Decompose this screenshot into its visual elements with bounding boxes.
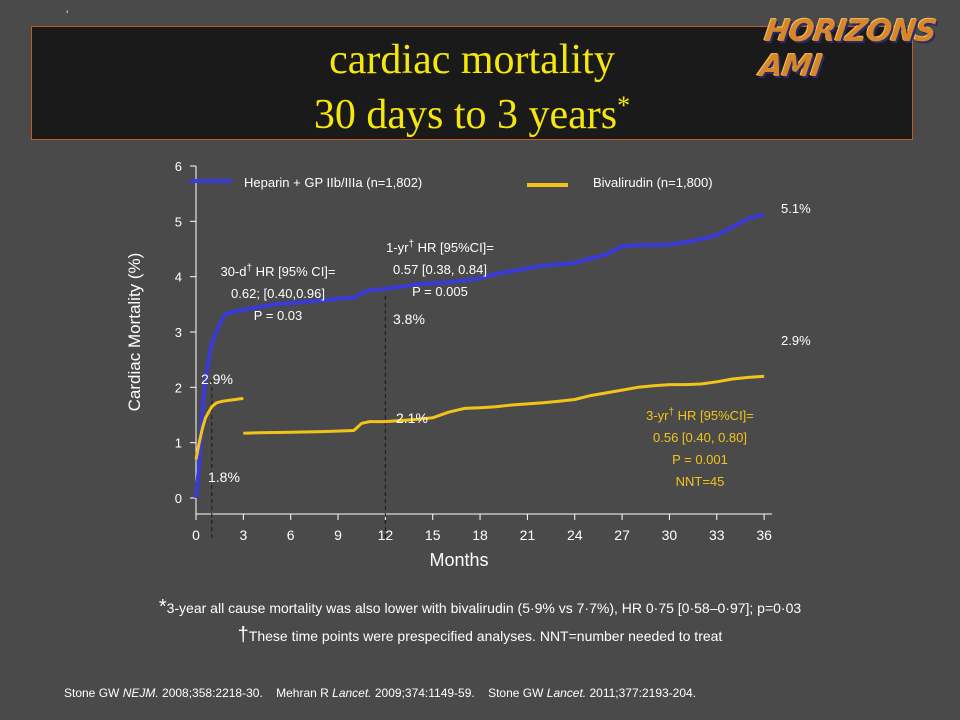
y-tick-label: 6 <box>175 159 182 174</box>
annotation-30d-hr-line-2: 0.62; [0.40,0.96] <box>231 286 325 301</box>
value-label-3-8: 3.8% <box>393 311 425 327</box>
annotation-1yr-hr-line-3: P = 0.005 <box>412 284 468 299</box>
chart-series <box>194 212 765 499</box>
reference-3: Stone GW Lancet. 2011;377:2193-204. <box>488 686 697 700</box>
end-label-heparin: 5.1% <box>781 201 811 216</box>
heparin-series-line <box>194 212 765 499</box>
x-tick-label: 6 <box>287 527 295 543</box>
y-tick-label: 1 <box>175 436 182 451</box>
y-axis-label: Cardiac Mortality (%) <box>125 253 144 412</box>
footnote-1-text: 3-year all cause mortality was also lowe… <box>166 600 802 616</box>
annotation-1yr-hr-dagger: † <box>408 239 414 250</box>
x-tick-label: 27 <box>614 527 630 543</box>
y-tick-label: 0 <box>175 491 182 506</box>
x-tick-label: 18 <box>472 527 488 543</box>
annotation-30d-hr-line-3: P = 0.03 <box>254 308 303 323</box>
title-line-2: 30 days to 3 years* <box>32 91 912 138</box>
annotation-30d-hr: 30-d† HR [95% CI]= 0.62; [0.40,0.96] P = 0… <box>220 263 335 323</box>
legend-label-heparin: Heparin + GP IIb/IIIa (n=1,802) <box>244 175 422 190</box>
annotation-1yr-hr: 1-yr† HR [95%CI]= 0.57 [0.38, 0.84] P = 0.… <box>386 239 494 299</box>
reference-1: Stone GW NEJM. 2008;358:2218-30. <box>64 686 263 700</box>
x-tick-label: 36 <box>756 527 772 543</box>
footnote-2-mark: † <box>237 624 249 646</box>
x-tick-label: 0 <box>192 527 200 543</box>
annotation-3yr-hr-line-1: 3-yr† HR [95%CI]= <box>646 407 754 423</box>
annotation-30d-hr-line-1: 30-d† HR [95% CI]= <box>220 263 335 279</box>
annotation-1yr-hr-line-2: 0.57 [0.38, 0.84] <box>393 262 487 277</box>
y-tick-label: 3 <box>175 325 182 340</box>
footnote-2-text: These time points were prespecified anal… <box>248 628 723 644</box>
value-label-2-1: 2.1% <box>396 410 428 426</box>
footnote-1-mark: * <box>158 596 167 618</box>
annotation-3yr-hr-prefix: 3-yr <box>646 408 669 423</box>
legend-label-bivalirudin: Bivalirudin (n=1,800) <box>593 175 713 190</box>
title-asterisk: * <box>617 91 631 120</box>
x-axis-label: Months <box>429 550 488 570</box>
chart-labels: Heparin + GP IIb/IIIa (n=1,802) Bivalirud… <box>190 175 811 489</box>
x-tick-label: 3 <box>239 527 247 543</box>
x-tick-label: 15 <box>425 527 441 543</box>
annotation-3yr-hr-line-3: P = 0.001 <box>672 452 728 467</box>
reference-2: Mehran R Lancet. 2009;374:1149-59. <box>276 686 475 700</box>
annotation-1yr-hr-hr: HR [95%CI]= <box>414 240 494 255</box>
annotation-3yr-hr-line-4: NNT=45 <box>676 474 725 489</box>
y-tick-label: 2 <box>175 380 182 395</box>
value-label-2-9: 2.9% <box>201 371 233 387</box>
annotation-3yr-hr-dagger: † <box>668 407 674 418</box>
end-label-bivalirudin: 2.9% <box>781 333 811 348</box>
annotation-30d-hr-hr: HR [95% CI]= <box>252 264 335 279</box>
annotation-3yr-hr-line-2: 0.56 [0.40, 0.80] <box>653 430 747 445</box>
annotation-30d-hr-prefix: 30-d <box>220 264 246 279</box>
title-box: cardiac mortality 30 days to 3 years* <box>31 26 913 140</box>
x-tick-label: 9 <box>334 527 342 543</box>
x-tick-label: 24 <box>567 527 583 543</box>
annotation-3yr-hr-hr: HR [95%CI]= <box>674 408 754 423</box>
y-tick-label: 5 <box>175 214 182 229</box>
bivalirudin-series-line <box>194 396 244 460</box>
annotation-3yr-hr: 3-yr† HR [95%CI]= 0.56 [0.40, 0.80] P = 0.… <box>646 407 754 489</box>
title-line-2-text: 30 days to 3 years <box>313 92 618 138</box>
annotation-1yr-hr-line-1: 1-yr† HR [95%CI]= <box>386 239 494 255</box>
annotation-1yr-hr-prefix: 1-yr <box>386 240 409 255</box>
footnote-1: *3-year all cause mortality was also low… <box>0 596 960 619</box>
title-line-1: cardiac mortality <box>329 37 615 83</box>
x-tick-label: 21 <box>520 527 536 543</box>
y-tick-label: 4 <box>175 270 182 285</box>
x-tick-label: 30 <box>662 527 678 543</box>
footnote-2: †These time points were prespecified ana… <box>0 624 960 647</box>
value-label-1-8: 1.8% <box>208 469 240 485</box>
bivalirudin-series-line <box>243 374 765 435</box>
references: Stone GW NEJM. 2008;358:2218-30. Mehran … <box>64 686 696 700</box>
annotation-30d-hr-dagger: † <box>247 263 253 274</box>
x-tick-label: 33 <box>709 527 725 543</box>
stray-mark: ' <box>66 8 69 22</box>
